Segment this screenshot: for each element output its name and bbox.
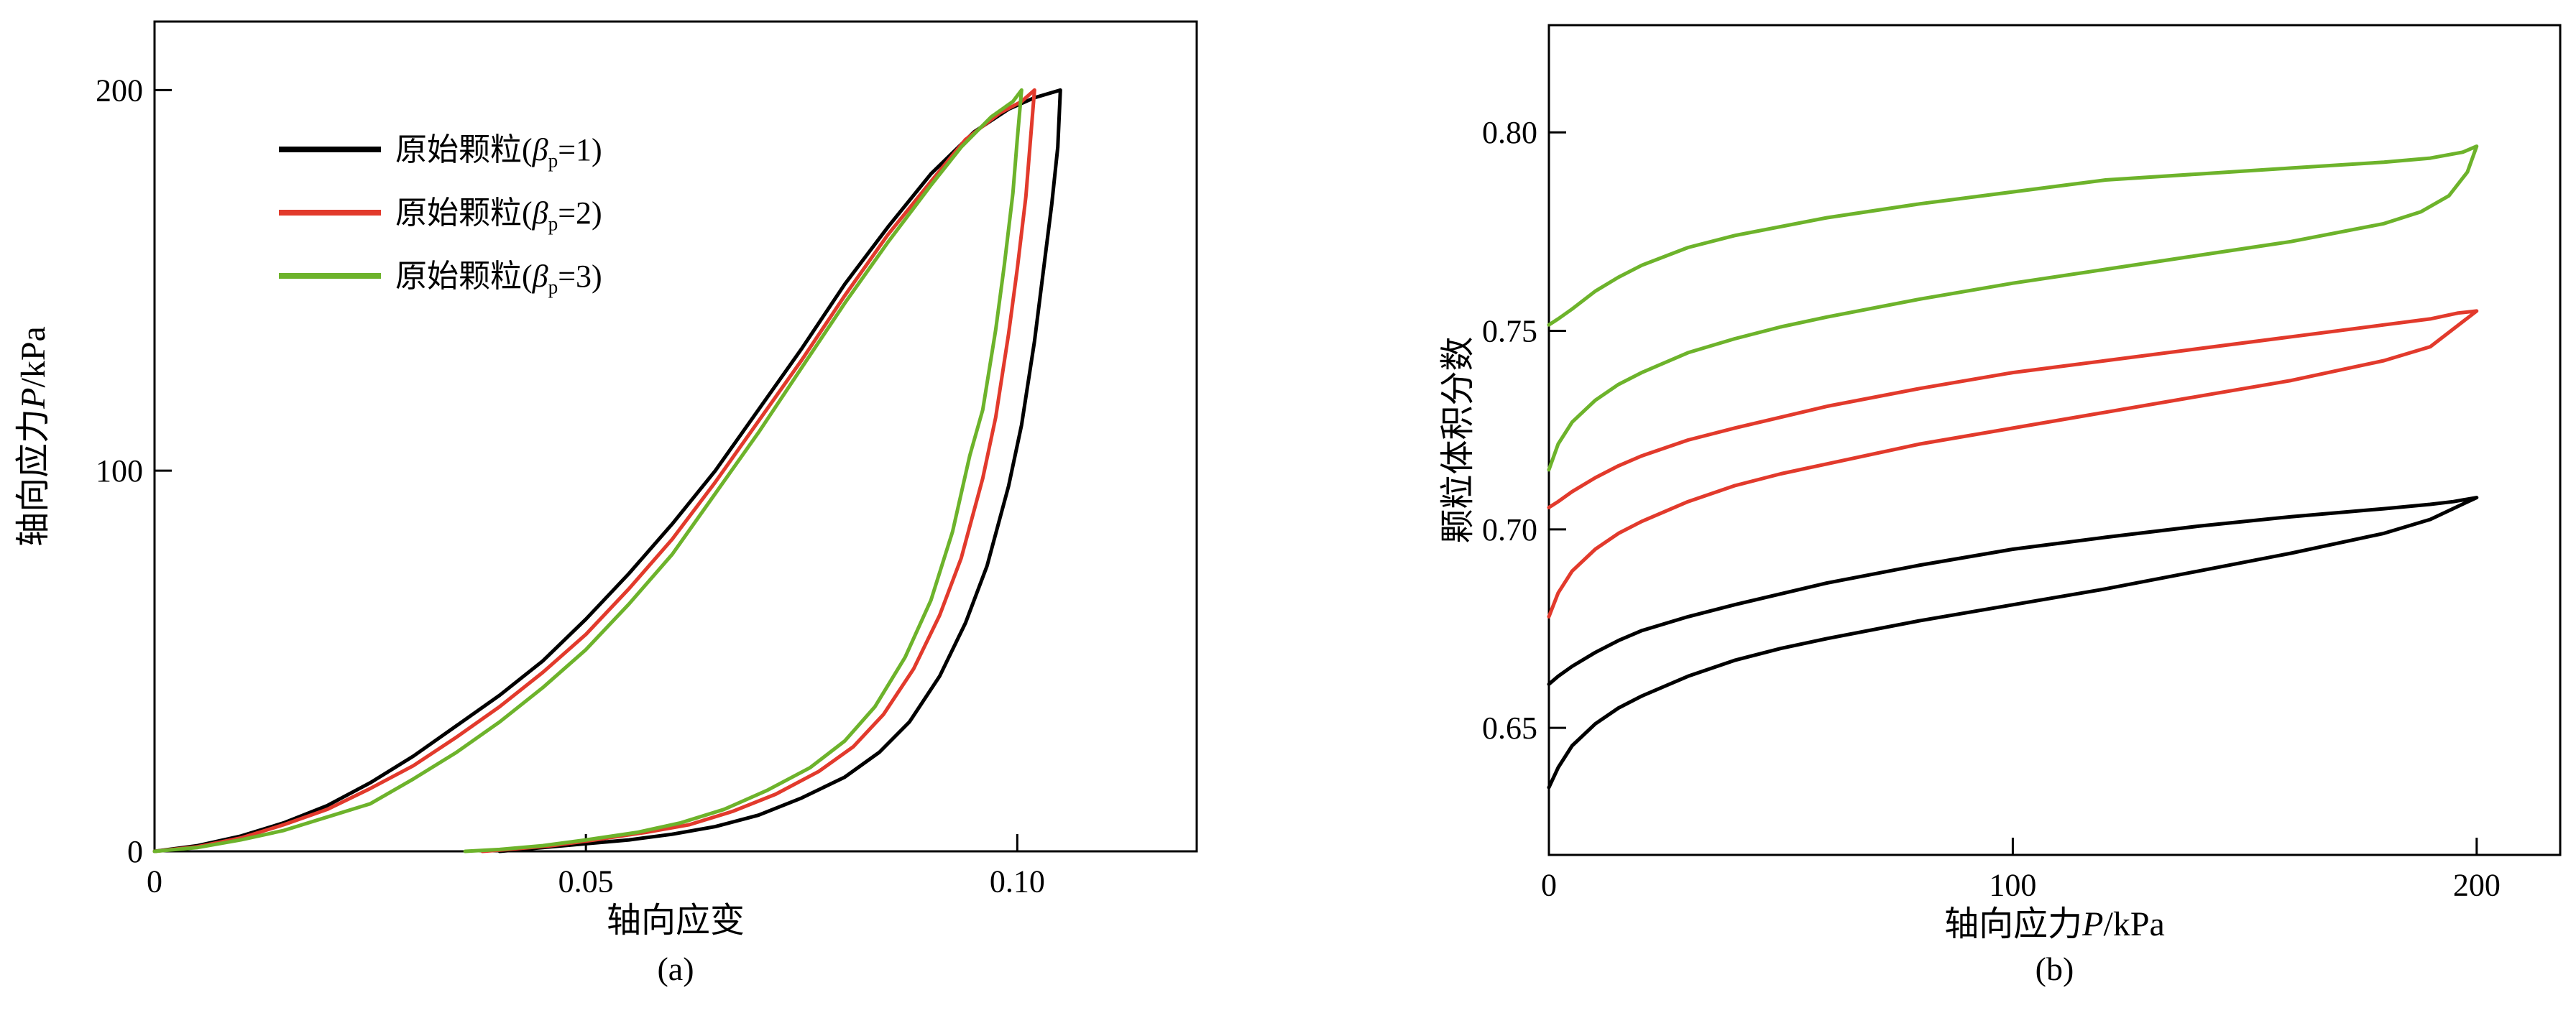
caption-b: (b) <box>2035 950 2074 987</box>
series-original-particles-beta-1 <box>1547 496 2479 790</box>
plot-frame <box>1547 24 2562 856</box>
panel-volume-fraction: 0 100 200 0.65 0.70 0.75 0.80 轴向应力P/kPa 颗粒体积分数 <box>1288 0 2576 1018</box>
x-axis-label: 轴向应变 <box>607 902 745 940</box>
x-tick-label: 0.10 <box>990 864 1045 899</box>
plot-frame <box>153 20 1198 853</box>
legend: 原始颗粒(βp=1) 原始颗粒(βp=2) 原始颗粒(βp=3) <box>279 132 602 298</box>
series-original-particles-beta-2 <box>1547 309 2479 619</box>
legend-label-original-particles-beta-3: 原始颗粒(βp=3) <box>395 259 602 298</box>
x-tick-label: 0.05 <box>558 864 614 899</box>
y-tick-label: 0.75 <box>1482 313 1537 348</box>
y-tick-label: 0.65 <box>1482 711 1537 746</box>
legend-label-original-particles-beta-1: 原始颗粒(βp=1) <box>395 132 602 172</box>
y-axis-label: 轴向应力P/kPa <box>14 326 52 547</box>
x-tick-label: 0 <box>1541 867 1557 902</box>
panel-stress-strain: 0 0.05 0.10 0 100 200 原始颗粒(βp=1) 原始颗粒(βp=2) 原始颗粒… <box>14 20 1198 940</box>
x-tick-label: 100 <box>1989 867 2036 902</box>
y-tick-label: 0.80 <box>1482 115 1537 150</box>
y-tick-label: 0.70 <box>1482 512 1537 547</box>
series-original-particles-beta-3 <box>152 88 1024 853</box>
x-tick-label: 0 <box>147 864 162 899</box>
x-tick-label: 200 <box>2453 867 2501 902</box>
legend-label-original-particles-beta-2: 原始颗粒(βp=2) <box>395 195 602 235</box>
y-axis-label: 颗粒体积分数 <box>1439 336 1477 543</box>
chart-b-volume-fraction: 0 100 200 0.65 0.70 0.75 0.80 轴向应力P/kPa 颗粒体积分数 <box>1439 24 2562 943</box>
x-axis-label: 轴向应力P/kPa <box>1944 905 2165 943</box>
series-original-particles-beta-1 <box>152 88 1062 853</box>
caption-a: (a) <box>657 950 694 987</box>
chart-a-stress-strain: 0 0.05 0.100100200原始颗粒(βp=1)原始颗粒(βp=2)原始颗粒… <box>14 20 1198 940</box>
y-tick-label: 0 <box>127 834 143 869</box>
y-tick-label: 200 <box>96 73 143 108</box>
y-tick-label: 100 <box>96 453 143 489</box>
series-original-particles-beta-3 <box>1547 144 2479 472</box>
